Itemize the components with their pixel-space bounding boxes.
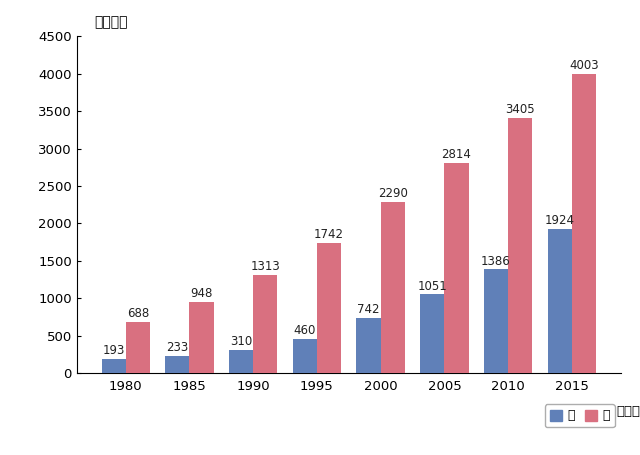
- Text: 3405: 3405: [506, 103, 535, 116]
- Bar: [125, 322, 150, 373]
- Bar: [420, 294, 444, 373]
- Text: 1386: 1386: [481, 254, 511, 268]
- Text: 233: 233: [166, 341, 189, 354]
- Bar: [165, 356, 189, 373]
- Bar: [356, 318, 381, 373]
- Text: 2814: 2814: [442, 148, 472, 161]
- Bar: [548, 229, 572, 373]
- Text: 948: 948: [190, 287, 212, 300]
- Bar: [317, 243, 341, 373]
- Text: 742: 742: [357, 303, 380, 316]
- Text: 310: 310: [230, 335, 252, 348]
- Text: 2290: 2290: [378, 187, 408, 200]
- Text: （年）: （年）: [616, 404, 640, 418]
- Text: 688: 688: [127, 307, 149, 320]
- Bar: [189, 302, 214, 373]
- Text: 460: 460: [294, 324, 316, 337]
- Text: （千人）: （千人）: [94, 15, 127, 29]
- Text: 4003: 4003: [569, 59, 599, 72]
- Text: 1742: 1742: [314, 228, 344, 241]
- Bar: [292, 339, 317, 373]
- Bar: [572, 74, 596, 373]
- Bar: [381, 202, 405, 373]
- Bar: [444, 162, 468, 373]
- Bar: [508, 118, 532, 373]
- Bar: [102, 359, 125, 373]
- Bar: [253, 275, 277, 373]
- Text: 1924: 1924: [545, 214, 575, 227]
- Text: 1051: 1051: [417, 279, 447, 293]
- Bar: [229, 350, 253, 373]
- Bar: [484, 269, 508, 373]
- Text: 193: 193: [102, 344, 125, 357]
- Text: 1313: 1313: [250, 260, 280, 273]
- Legend: 男, 女: 男, 女: [545, 404, 614, 427]
